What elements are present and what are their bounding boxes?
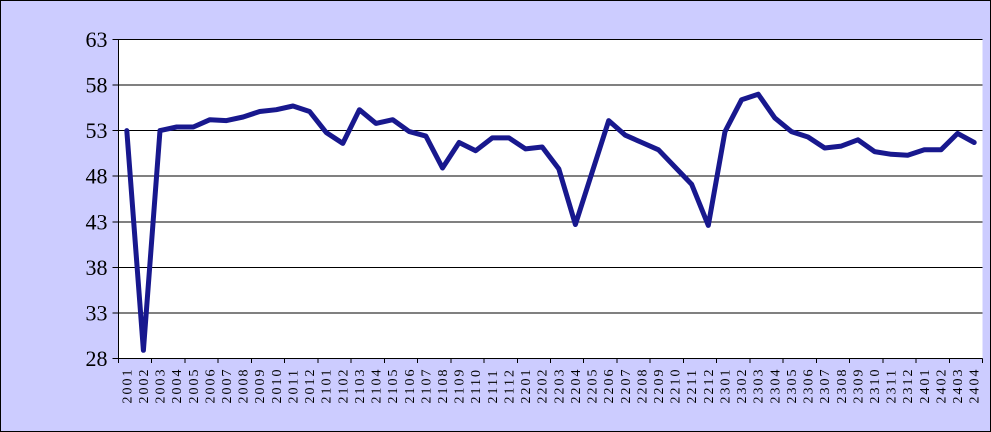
x-tick-label: 2107 <box>419 368 434 404</box>
y-tick-label: 58 <box>86 73 108 98</box>
x-tick-label: 2207 <box>619 368 634 404</box>
x-tick-label: 2105 <box>386 368 401 404</box>
plot-area <box>118 39 983 359</box>
x-tick-label: 2307 <box>818 368 833 404</box>
x-tick-label: 2201 <box>519 368 534 404</box>
y-tick-label: 48 <box>86 164 108 189</box>
x-tick-label: 2112 <box>503 368 518 403</box>
x-tick-label: 2009 <box>253 368 268 404</box>
x-tick-label: 2111 <box>486 369 501 404</box>
x-tick-label: 2305 <box>785 368 800 404</box>
x-tick-label: 2101 <box>320 368 335 404</box>
x-tick-label: 2211 <box>685 368 700 403</box>
y-tick-label: 63 <box>86 27 108 52</box>
x-tick-label: 2106 <box>403 368 418 404</box>
x-tick-label: 2003 <box>154 368 169 404</box>
x-tick-label: 2004 <box>170 368 185 404</box>
y-tick-label: 38 <box>86 255 108 280</box>
x-tick-label: 2110 <box>469 368 484 403</box>
x-tick-label: 2209 <box>652 368 667 404</box>
y-tick-label: 28 <box>86 346 108 371</box>
x-tick-label: 2203 <box>552 368 567 404</box>
x-tick-label: 2403 <box>951 368 966 404</box>
x-tick-label: 2008 <box>237 368 252 404</box>
x-tick-label: 2011 <box>287 368 302 403</box>
x-tick-label: 2401 <box>918 368 933 404</box>
x-tick-label: 2309 <box>851 368 866 404</box>
x-tick-label: 2311 <box>885 368 900 403</box>
y-tick-label: 53 <box>86 118 108 143</box>
x-tick-label: 2310 <box>868 368 883 404</box>
x-tick-label: 2206 <box>602 368 617 404</box>
x-tick-label: 2212 <box>702 368 717 404</box>
y-tick-label: 43 <box>86 209 108 234</box>
x-tick-label: 2202 <box>536 368 551 404</box>
x-tick-label: 2001 <box>120 368 135 404</box>
x-tick-label: 2301 <box>719 368 734 404</box>
x-tick-label: 2103 <box>353 368 368 404</box>
x-tick-label: 2010 <box>270 368 285 404</box>
x-tick-label: 2308 <box>835 368 850 404</box>
x-tick-label: 2108 <box>436 368 451 404</box>
x-tick-label: 2104 <box>370 368 385 404</box>
y-tick-label: 33 <box>86 300 108 325</box>
x-tick-label: 2012 <box>303 368 318 404</box>
x-tick-label: 2208 <box>635 368 650 404</box>
x-tick-label: 2306 <box>802 368 817 404</box>
x-tick-label: 2102 <box>336 368 351 404</box>
x-tick-label: 2312 <box>901 368 916 404</box>
x-tick-label: 2303 <box>752 368 767 404</box>
x-tick-label: 2109 <box>453 368 468 404</box>
x-tick-label: 2007 <box>220 368 235 404</box>
x-tick-label: 2402 <box>935 368 950 404</box>
data-series-line <box>124 91 977 353</box>
x-tick-label: 2005 <box>187 368 202 404</box>
x-tick-label: 2006 <box>203 368 218 404</box>
x-tick-label: 2304 <box>768 368 783 404</box>
x-tick-label: 2404 <box>968 368 983 404</box>
x-tick-label: 2302 <box>735 368 750 404</box>
x-tick-label: 2210 <box>669 368 684 404</box>
x-tick-label: 2204 <box>569 368 584 404</box>
x-tick-label: 2002 <box>137 368 152 404</box>
x-tick-label: 2205 <box>586 368 601 404</box>
